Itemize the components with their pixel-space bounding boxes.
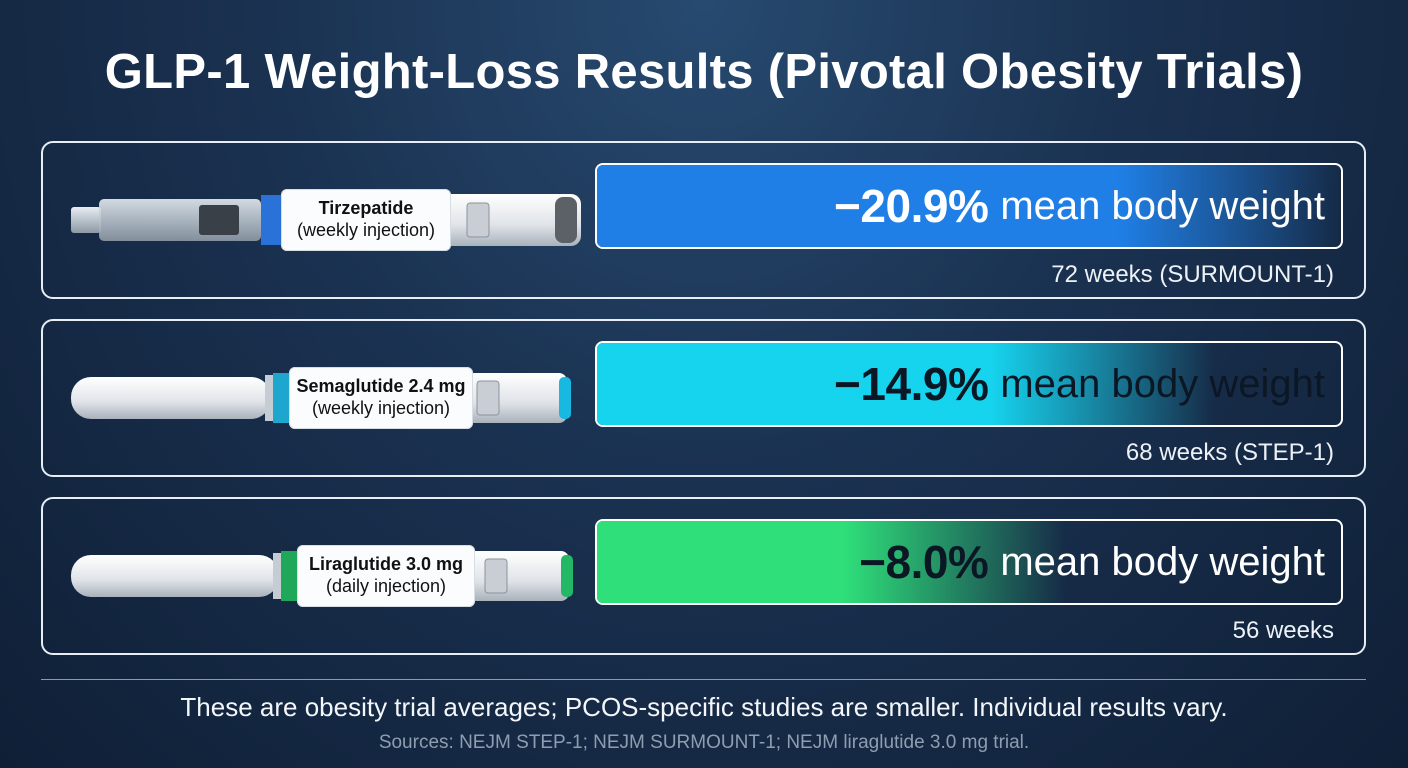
drug-card-tirzepatide: Tirzepatide (weekly injection) −20.9% me… — [41, 141, 1366, 299]
result-value: −14.9% — [834, 358, 989, 410]
trial-duration: 72 weeks (SURMOUNT-1) — [1051, 261, 1334, 288]
result-bar: −14.9% mean body weight — [595, 341, 1343, 427]
result-bar-label: −14.9% mean body weight — [834, 343, 1325, 425]
result-bar-fill — [597, 165, 1341, 247]
autoinjector-pen-icon: Tirzepatide (weekly injection) — [69, 189, 589, 251]
chart-title: GLP-1 Weight-Loss Results (Pivotal Obesi… — [104, 45, 1304, 99]
result-metric: mean body weight — [1000, 539, 1325, 584]
result-bar-fill — [597, 521, 1341, 603]
drug-name: Liraglutide 3.0 mg — [308, 554, 464, 575]
result-bar-fill — [597, 343, 1341, 425]
footer-divider — [41, 679, 1366, 680]
result-bar: −20.9% mean body weight — [595, 163, 1343, 249]
drug-route: (weekly injection) — [296, 220, 436, 240]
drug-label: Semaglutide 2.4 mg (weekly injection) — [289, 367, 473, 429]
result-value: −8.0% — [859, 536, 989, 588]
result-metric: mean body weight — [1000, 361, 1325, 406]
drug-card-semaglutide: Semaglutide 2.4 mg (weekly injection) −1… — [41, 319, 1366, 477]
drug-route: (daily injection) — [325, 576, 447, 596]
drug-card-liraglutide: Liraglutide 3.0 mg (daily injection) −8.… — [41, 497, 1366, 655]
result-value: −20.9% — [834, 180, 989, 232]
injection-pen-icon: Liraglutide 3.0 mg (daily injection) — [69, 545, 589, 607]
drug-name: Tirzepatide — [318, 198, 414, 219]
result-bar-label: −20.9% mean body weight — [834, 165, 1325, 247]
drug-route: (weekly injection) — [311, 398, 451, 418]
injection-pen-icon: Semaglutide 2.4 mg (weekly injection) — [69, 367, 589, 429]
result-bar: −8.0% mean body weight — [595, 519, 1343, 605]
footer-sources: Sources: NEJM STEP-1; NEJM SURMOUNT-1; N… — [378, 732, 1030, 753]
trial-duration: 68 weeks (STEP-1) — [1125, 439, 1334, 466]
drug-name: Semaglutide 2.4 mg — [296, 376, 466, 397]
drug-label: Tirzepatide (weekly injection) — [281, 189, 451, 251]
trial-duration: 56 weeks — [1232, 617, 1334, 644]
result-metric: mean body weight — [1000, 183, 1325, 228]
drug-label: Liraglutide 3.0 mg (daily injection) — [297, 545, 475, 607]
footer-caveat: These are obesity trial averages; PCOS-s… — [180, 692, 1228, 722]
result-bar-label: −8.0% mean body weight — [859, 521, 1325, 603]
